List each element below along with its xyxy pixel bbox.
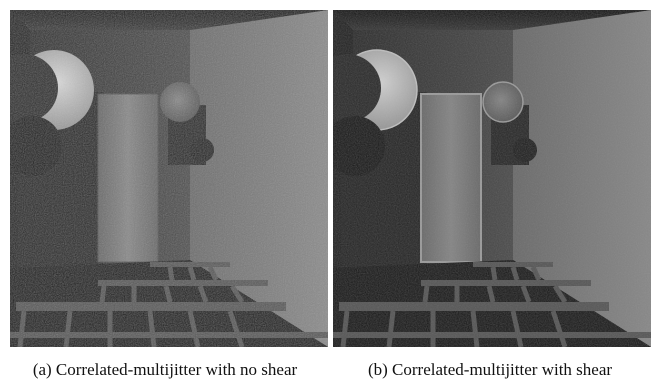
render-panel-b — [333, 10, 651, 347]
render-image-b — [333, 10, 651, 347]
render-panel-a — [10, 10, 328, 347]
render-image-a — [10, 10, 328, 347]
caption-b: (b) Correlated-multijitter with shear — [367, 360, 613, 379]
caption-a: (a) Correlated-multijitter with no shear — [32, 360, 298, 379]
